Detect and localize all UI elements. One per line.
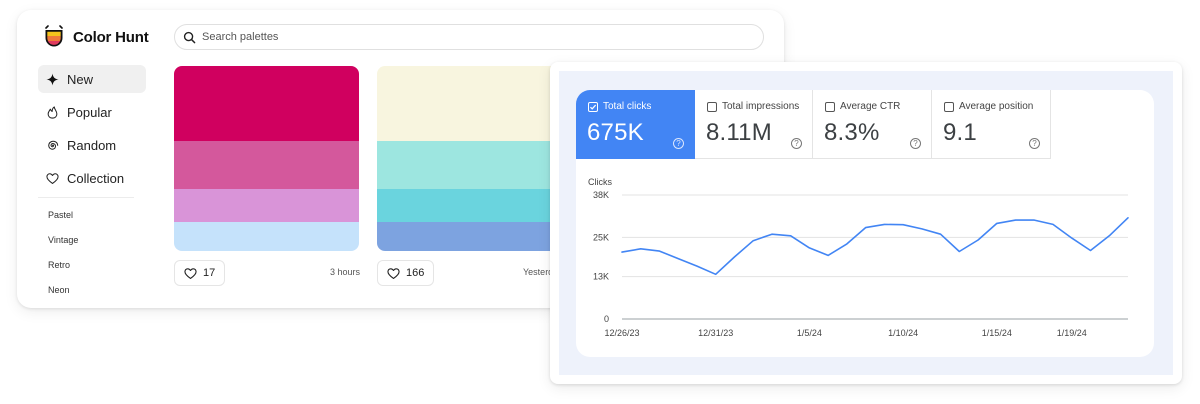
palette-swatch[interactable] <box>174 222 359 251</box>
like-button[interactable]: 17 <box>174 260 226 286</box>
metric-label: Average CTR <box>840 101 901 112</box>
nav-item-new[interactable]: New <box>38 65 146 93</box>
flame-icon <box>47 105 58 119</box>
palette-swatch[interactable] <box>377 189 562 222</box>
help-icon[interactable]: ? <box>791 138 802 149</box>
metric-average-position[interactable]: Average position 9.1 ? <box>932 90 1051 159</box>
palette-swatch[interactable] <box>174 189 359 222</box>
palette-swatch[interactable] <box>174 141 359 189</box>
performance-card: Total clicks 675K ? Total impressions 8.… <box>550 62 1182 384</box>
nav-divider <box>38 197 134 198</box>
clicks-series-line <box>621 217 1129 276</box>
palette-time: 3 hours <box>330 267 361 277</box>
heart-icon <box>184 267 197 279</box>
x-tick-label: 1/19/24 <box>1057 328 1087 338</box>
search-bar[interactable] <box>174 24 764 50</box>
metric-label: Average position <box>959 101 1034 112</box>
palette-swatch[interactable] <box>377 66 562 141</box>
x-tick-label: 1/10/24 <box>888 328 918 338</box>
metric-value: 9.1 <box>943 119 977 146</box>
sidebar-nav: New Popular Random Collection Pastel Vin… <box>38 65 146 308</box>
heart-icon <box>387 267 400 279</box>
x-tick-label: 12/26/23 <box>604 328 639 338</box>
spiral-icon <box>48 140 59 150</box>
metric-label: Total impressions <box>722 101 800 112</box>
sparkle-icon <box>46 72 59 86</box>
nav-label: Collection <box>67 170 125 186</box>
metric-label: Total clicks <box>603 101 652 112</box>
nav-item-collection[interactable]: Collection <box>38 164 146 192</box>
checkbox-icon[interactable] <box>944 101 954 112</box>
checkbox-icon[interactable] <box>707 101 717 112</box>
metric-total-clicks[interactable]: Total clicks 675K ? <box>576 90 695 159</box>
like-count: 166 <box>406 267 425 279</box>
palette-card[interactable] <box>174 66 359 251</box>
palette-swatch[interactable] <box>377 222 562 251</box>
search-input[interactable] <box>202 31 742 43</box>
colorhunt-logo[interactable]: Color Hunt <box>43 25 149 49</box>
colorhunt-logo-icon <box>45 25 63 47</box>
metric-value: 8.11M <box>706 119 772 146</box>
y-axis-label: Clicks <box>588 177 612 187</box>
nav-item-popular[interactable]: Popular <box>38 98 146 126</box>
y-tick-label: 13K <box>593 272 609 282</box>
tag-retro[interactable]: Retro <box>48 260 71 270</box>
checkbox-icon[interactable] <box>825 101 835 112</box>
tag-pastel[interactable]: Pastel <box>48 210 74 220</box>
x-tick-label: 1/15/24 <box>982 328 1012 338</box>
nav-label: Popular <box>67 104 112 120</box>
help-icon[interactable]: ? <box>1029 138 1040 149</box>
performance-panel: Total clicks 675K ? Total impressions 8.… <box>576 90 1154 357</box>
y-tick-label: 0 <box>604 314 609 324</box>
metric-total-impressions[interactable]: Total impressions 8.11M ? <box>695 90 813 159</box>
nav-item-random[interactable]: Random <box>38 131 146 159</box>
palette-swatch[interactable] <box>174 66 359 141</box>
help-icon[interactable]: ? <box>910 138 921 149</box>
tag-vintage[interactable]: Vintage <box>48 235 79 245</box>
metric-value: 8.3% <box>824 119 880 146</box>
checkbox-checked-icon[interactable] <box>588 101 598 112</box>
palette-card[interactable] <box>377 66 562 251</box>
x-tick-label: 1/5/24 <box>797 328 822 338</box>
palette-time: Yesterday <box>523 267 563 277</box>
heart-icon <box>46 172 59 184</box>
tag-neon[interactable]: Neon <box>48 285 70 295</box>
palette-swatch[interactable] <box>377 141 562 189</box>
y-tick-label: 25K <box>593 232 609 242</box>
like-button[interactable]: 166 <box>377 260 435 286</box>
help-icon[interactable]: ? <box>673 138 684 149</box>
nav-label: Random <box>67 137 117 153</box>
search-icon <box>183 31 196 43</box>
brand-name: Color Hunt <box>73 28 149 46</box>
metric-value: 675K <box>587 119 644 146</box>
clicks-chart: Clicks 0 13K 25K 38K 12/26/23 12/31/23 1/5/24… <box>588 177 1129 338</box>
metric-average-ctr[interactable]: Average CTR 8.3% ? <box>813 90 932 159</box>
x-tick-label: 12/31/23 <box>698 328 733 338</box>
y-tick-label: 38K <box>593 190 609 200</box>
nav-label: New <box>67 71 94 87</box>
like-count: 17 <box>203 267 216 279</box>
